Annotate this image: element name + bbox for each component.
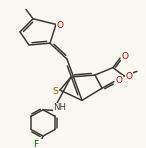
Text: O: O (115, 76, 122, 85)
Text: NH: NH (53, 103, 66, 112)
Text: S: S (52, 87, 58, 95)
Text: O: O (121, 52, 128, 61)
Text: O: O (126, 73, 133, 81)
Text: F: F (33, 140, 39, 148)
Text: O: O (57, 21, 64, 30)
